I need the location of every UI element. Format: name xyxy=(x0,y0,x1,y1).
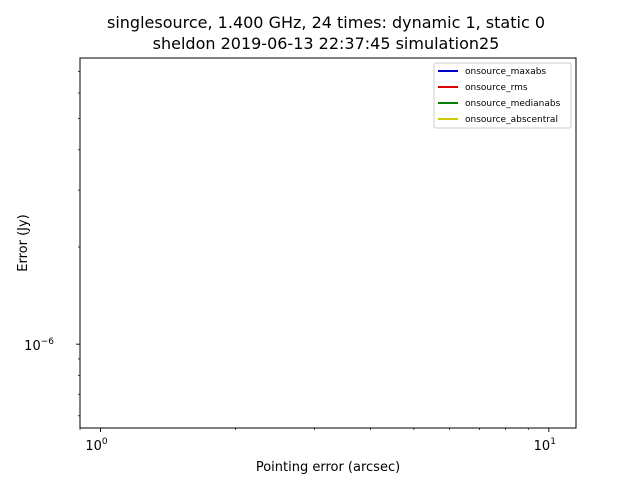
chart-title-line-2: sheldon 2019-06-13 22:37:45 simulation25 xyxy=(153,34,500,53)
legend: onsource_maxabs onsource_rms onsource_medi… xyxy=(433,62,572,129)
y-tick-label-base: 10 xyxy=(24,339,41,354)
legend-label-onsource_rms: onsource_rms xyxy=(465,83,528,93)
x-tick-label: 100 xyxy=(85,437,108,454)
x-tick-label-base: 10 xyxy=(85,439,102,454)
x-tick-label: 101 xyxy=(534,437,556,454)
x-tick-label-exponent: 1 xyxy=(550,437,556,447)
y-tick-label-exponent: −6 xyxy=(41,337,55,347)
legend-box xyxy=(433,62,572,129)
legend-items: onsource_maxabs onsource_rms onsource_medi… xyxy=(438,67,561,125)
x-axis-ticks: 100 101 xyxy=(79,428,556,454)
legend-label-onsource_medianabs: onsource_medianabs xyxy=(465,99,561,109)
legend-label-onsource_abscentral: onsource_abscentral xyxy=(465,115,558,125)
y-axis-ticks: 10−6 xyxy=(24,71,80,417)
x-tick-label-base: 10 xyxy=(534,439,551,454)
y-axis-label: Error (Jy) xyxy=(16,214,31,272)
legend-label-onsource_maxabs: onsource_maxabs xyxy=(465,67,546,77)
chart-title-line-1: singlesource, 1.400 GHz, 24 times: dynam… xyxy=(107,13,545,32)
x-tick-label-exponent: 0 xyxy=(102,437,108,447)
y-tick-label: 10−6 xyxy=(24,337,54,354)
x-axis-label: Pointing error (arcsec) xyxy=(256,460,400,475)
